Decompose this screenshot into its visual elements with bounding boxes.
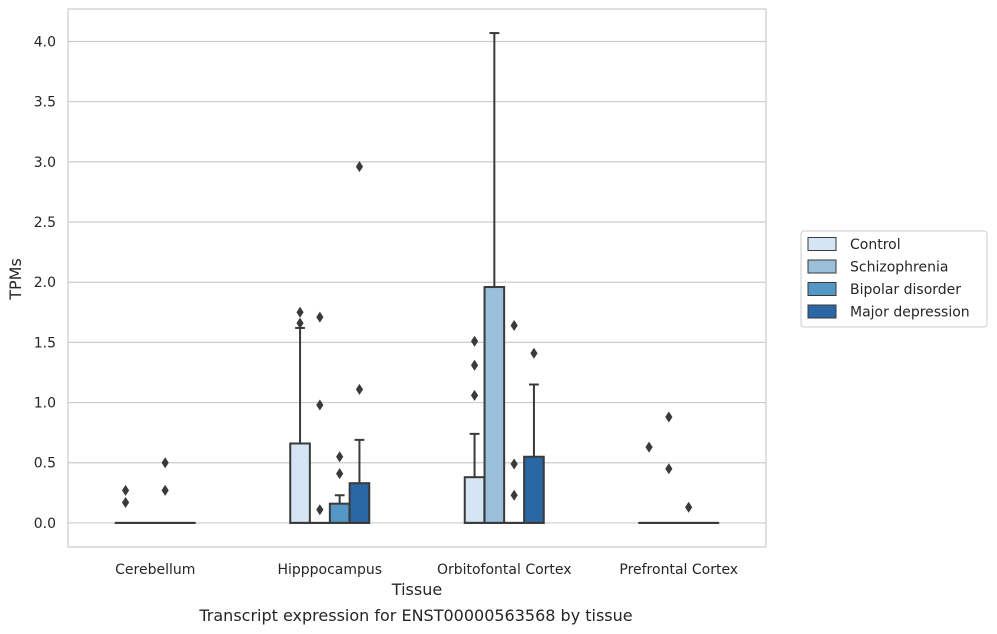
y-tick-label: 3.0 (34, 155, 56, 171)
box (523, 455, 545, 524)
outlier-point (510, 458, 518, 470)
outlier-point (121, 484, 130, 496)
outlier-point (316, 399, 324, 411)
outlier-point (336, 468, 344, 480)
outlier-point (355, 161, 364, 173)
plot-area (114, 32, 720, 524)
x-tick-label: Prefrontal Cortex (619, 562, 738, 578)
legend-frame (800, 230, 988, 328)
outlier-point (316, 311, 324, 323)
outlier-point (161, 457, 169, 469)
x-tick-label: Cerebellum (115, 562, 195, 578)
y-axis-label: TPMs (6, 258, 25, 301)
outlier-point (470, 359, 479, 371)
outlier-point (161, 484, 169, 496)
y-tick-label: 2.5 (34, 215, 56, 231)
x-axis-ticks: Cerebellum Hipppocampus Orbitofontal Corte… (115, 562, 738, 578)
y-tick-label: 4.0 (34, 34, 56, 50)
legend: Control Schizophrenia Bipolar disorder Majo… (800, 230, 988, 328)
outlier-point (316, 504, 324, 516)
y-axis-ticks: 0.0 0.5 1.0 1.5 2.0 2.5 3.0 3.5 4.0 (34, 34, 56, 531)
outlier-point (510, 320, 518, 332)
legend-label: Bipolar disorder (850, 282, 961, 298)
outlier-point (665, 411, 673, 423)
legend-swatch (807, 282, 837, 296)
outlier-point (470, 389, 479, 401)
outlier-point (530, 347, 538, 359)
legend-swatch (807, 304, 837, 319)
outlier-point (296, 317, 304, 329)
outlier-point (336, 451, 344, 463)
legend-label: Control (850, 237, 901, 253)
legend-swatch (807, 237, 837, 251)
legend-label: Schizophrenia (850, 260, 948, 276)
x-tick-label: Hipppocampus (277, 562, 382, 578)
y-tick-label: 0.0 (34, 516, 56, 532)
outlier-point (665, 463, 673, 475)
y-tick-label: 1.0 (34, 396, 56, 412)
grid-lines (68, 40, 766, 524)
y-tick-label: 0.5 (34, 456, 56, 472)
x-axis-label: Tissue (391, 580, 442, 599)
figure-caption: Transcript expression for ENST0000056356… (199, 606, 633, 625)
y-tick-label: 2.0 (34, 275, 56, 291)
y-tick-label: 1.5 (34, 335, 56, 351)
outlier-point (510, 489, 518, 501)
box (328, 502, 351, 524)
box-plot-chart: 0.0 0.5 1.0 1.5 2.0 2.5 3.0 3.5 4.0 Cerebellum Hi… (6, 8, 988, 599)
box (289, 442, 311, 524)
outlier-point (470, 335, 479, 347)
outlier-point (685, 501, 693, 513)
box (463, 476, 486, 524)
box (348, 482, 371, 524)
outlier-point (645, 441, 653, 453)
outlier-point (296, 306, 304, 318)
legend-swatch (807, 259, 837, 274)
axes-frame (67, 8, 767, 548)
outlier-point (121, 496, 130, 508)
outlier-point (355, 383, 364, 395)
y-tick-label: 3.5 (34, 95, 56, 111)
box (483, 286, 506, 524)
legend-label: Major depression (850, 305, 970, 321)
x-tick-label: Orbitofontal Cortex (437, 562, 572, 578)
